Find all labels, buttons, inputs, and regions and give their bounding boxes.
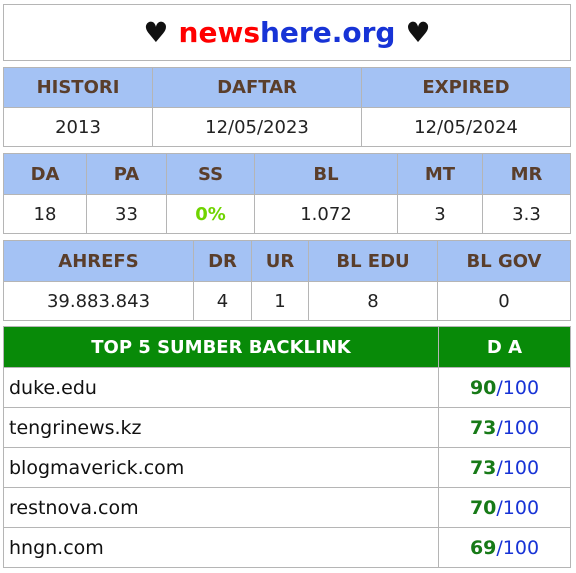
value-daftar: 12/05/2023 xyxy=(152,107,362,147)
da-value: 73 xyxy=(469,456,497,479)
da-value: 69 xyxy=(469,536,497,559)
header-ss: SS xyxy=(166,153,255,195)
header-mr: MR xyxy=(482,153,571,195)
da-max: 100 xyxy=(502,376,540,399)
backlink-da: 73/100 xyxy=(438,447,571,488)
heart-right-icon: ♥ xyxy=(405,16,431,49)
value-pa: 33 xyxy=(86,194,167,234)
da-value: 73 xyxy=(469,416,497,439)
site-title-part-blue: here.org xyxy=(260,16,396,49)
table-row: blogmaverick.com 73/100 xyxy=(3,447,571,488)
heart-left-icon: ♥ xyxy=(143,16,169,49)
table-row: restnova.com 70/100 xyxy=(3,487,571,528)
da-max: 100 xyxy=(502,416,540,439)
header-dr: DR xyxy=(193,240,252,282)
domain-history-table: HISTORI DAFTAR EXPIRED 2013 12/05/2023 1… xyxy=(3,67,571,147)
header-top-backlink: TOP 5 SUMBER BACKLINK xyxy=(3,326,439,368)
backlink-site: restnova.com xyxy=(3,487,439,528)
header-ahrefs: AHREFS xyxy=(3,240,194,282)
value-mt: 3 xyxy=(397,194,483,234)
site-title-part-red: news xyxy=(178,16,260,49)
header-da: DA xyxy=(3,153,87,195)
header-pa: PA xyxy=(86,153,167,195)
da-separator: / xyxy=(496,456,503,479)
header-daftar: DAFTAR xyxy=(152,67,362,108)
value-expired: 12/05/2024 xyxy=(361,107,571,147)
table-row: hngn.com 69/100 xyxy=(3,527,571,568)
da-value: 90 xyxy=(469,376,497,399)
value-ahrefs: 39.883.843 xyxy=(3,281,194,321)
value-bl: 1.072 xyxy=(254,194,398,234)
value-histori: 2013 xyxy=(3,107,153,147)
backlink-site: tengrinews.kz xyxy=(3,407,439,448)
backlink-site: hngn.com xyxy=(3,527,439,568)
backlink-da: 70/100 xyxy=(438,487,571,528)
backlink-da: 73/100 xyxy=(438,407,571,448)
da-separator: / xyxy=(496,496,503,519)
metrics-table: DA PA SS BL MT MR 18 33 0% 1.072 3 3.3 xyxy=(3,153,571,234)
da-max: 100 xyxy=(502,456,540,479)
header-mt: MT xyxy=(397,153,483,195)
value-dr: 4 xyxy=(193,281,252,321)
da-separator: / xyxy=(496,536,503,559)
header-bl-gov: BL GOV xyxy=(437,240,571,282)
value-ss: 0% xyxy=(166,194,255,234)
header-ur: UR xyxy=(251,240,309,282)
backlink-da: 90/100 xyxy=(438,367,571,408)
value-ur: 1 xyxy=(251,281,309,321)
header-bl-edu: BL EDU xyxy=(308,240,438,282)
da-max: 100 xyxy=(502,496,540,519)
site-title-box: ♥ news here.org ♥ xyxy=(3,4,571,61)
top-backlinks-table: TOP 5 SUMBER BACKLINK D A duke.edu 90/10… xyxy=(3,326,571,568)
header-da-col: D A xyxy=(438,326,571,368)
backlink-da: 69/100 xyxy=(438,527,571,568)
header-histori: HISTORI xyxy=(3,67,153,108)
da-separator: / xyxy=(496,416,503,439)
value-mr: 3.3 xyxy=(482,194,571,234)
da-max: 100 xyxy=(502,536,540,559)
value-da: 18 xyxy=(3,194,87,234)
value-bl-edu: 8 xyxy=(308,281,438,321)
table-row: duke.edu 90/100 xyxy=(3,367,571,408)
header-bl: BL xyxy=(254,153,398,195)
table-row: tengrinews.kz 73/100 xyxy=(3,407,571,448)
header-expired: EXPIRED xyxy=(361,67,571,108)
backlink-site: blogmaverick.com xyxy=(3,447,439,488)
da-separator: / xyxy=(496,376,503,399)
ahrefs-table: AHREFS DR UR BL EDU BL GOV 39.883.843 4 … xyxy=(3,240,571,321)
backlink-site: duke.edu xyxy=(3,367,439,408)
da-value: 70 xyxy=(469,496,497,519)
value-bl-gov: 0 xyxy=(437,281,571,321)
